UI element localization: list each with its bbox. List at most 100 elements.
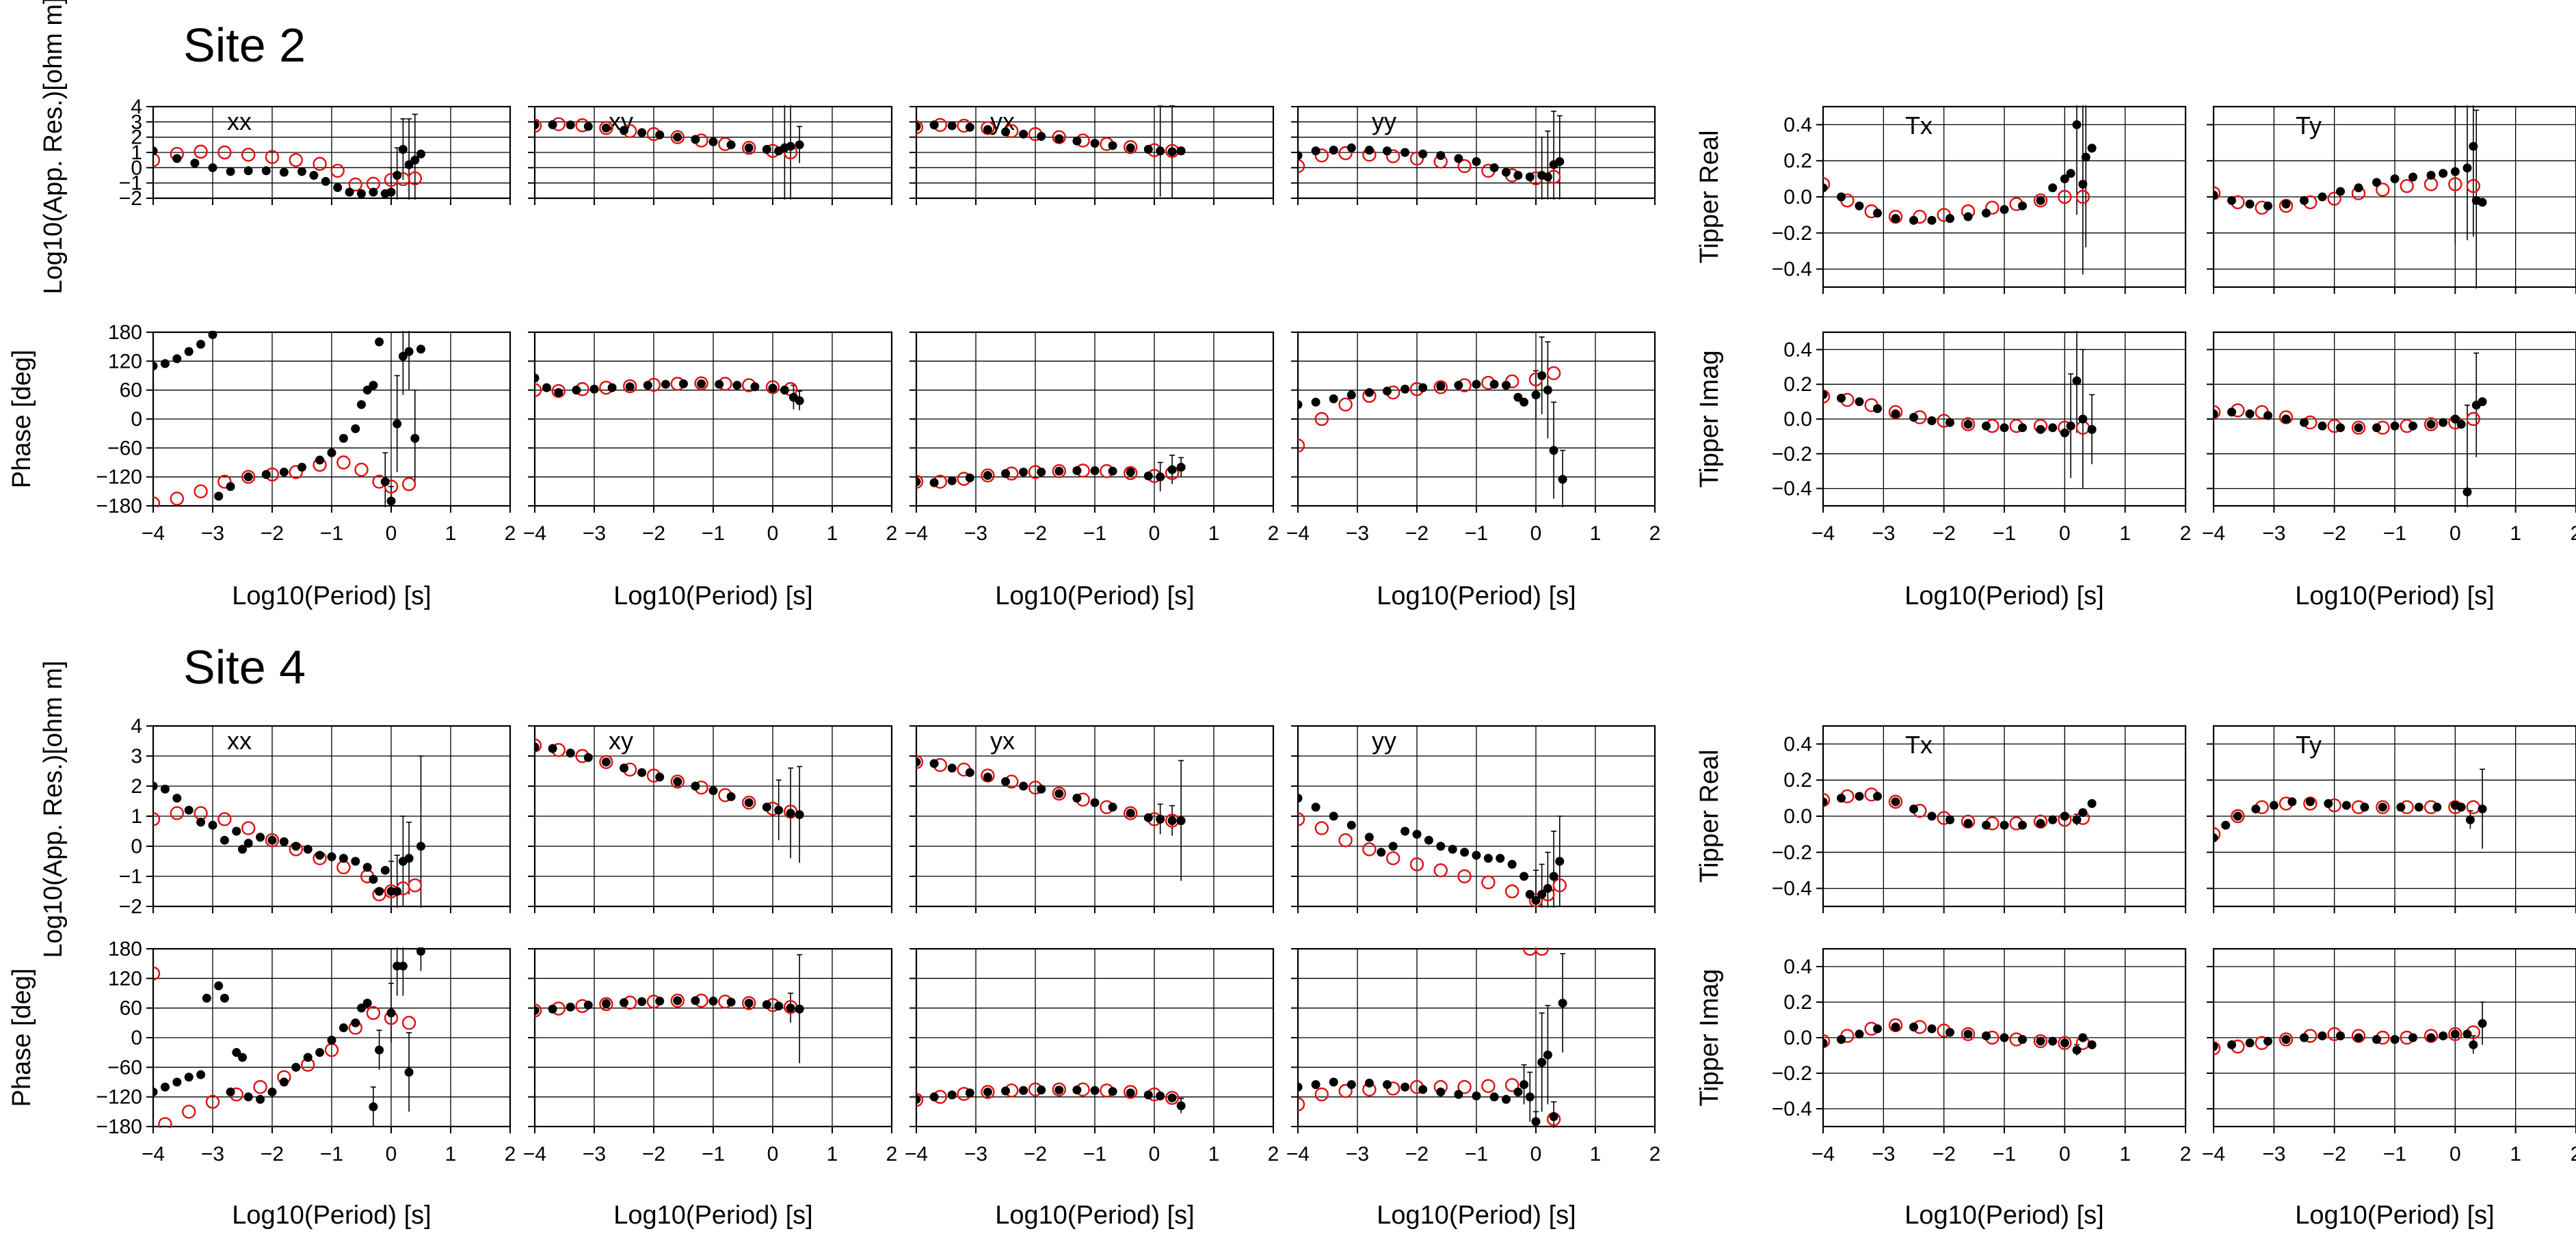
site-1-tim-Tx-marks bbox=[1823, 331, 2097, 489]
site-2-phase-xy-observed-point bbox=[673, 996, 682, 1006]
site-1-phase-yx-xtick-label: 1 bbox=[1208, 522, 1220, 545]
site-1-rho-yx-observed-point bbox=[1126, 143, 1135, 152]
site-1-rho-yx-observed-point bbox=[983, 125, 992, 134]
site-2-phase-yx-observed-point bbox=[1156, 1091, 1165, 1101]
site-1-tim-Ty-xtick-label: −3 bbox=[2262, 522, 2285, 545]
site-1-tim-Ty-model-point bbox=[2351, 420, 2366, 435]
site-1-phase-yx-model-point bbox=[1052, 464, 1067, 479]
site-1-tre-Ty-observed-point bbox=[2214, 190, 2218, 200]
site-1-tre-Tx-observed-point bbox=[1927, 215, 1937, 225]
site-2-rho-yx-observed-point bbox=[1143, 813, 1153, 822]
site-2-phase-yy-observed-point bbox=[1502, 1094, 1511, 1104]
site-2-phase-yy-observed-point bbox=[1436, 1087, 1446, 1096]
site-1-tim-Ty-xtick-label: −2 bbox=[2323, 522, 2346, 545]
site-1-phase-xx-xtick-label: 0 bbox=[386, 522, 397, 545]
site-2-rho-xy-observed-point bbox=[655, 772, 665, 782]
site-1-tre-Tx-observed-point bbox=[2048, 183, 2058, 193]
site-1-phase-xy-xtick-label: −2 bbox=[642, 522, 665, 545]
site-1-rho-yx-grid bbox=[916, 106, 1274, 199]
site-1-phase-yy-xtick-label: −1 bbox=[1465, 522, 1488, 545]
site-2-phase-yx-observed-point bbox=[947, 1090, 957, 1100]
site-1-tre-Tx-observed-point bbox=[2000, 204, 2009, 214]
site-1-rho-yy-observed-point bbox=[1525, 172, 1535, 182]
site-2-phase-xx-observed-point bbox=[362, 998, 372, 1008]
site-2-phase-xy-observed-point bbox=[795, 1004, 804, 1014]
site-1-phase-xx-marks bbox=[153, 331, 425, 507]
site-2-phase-yy-observed-point bbox=[1558, 998, 1567, 1008]
site-1-phase-xx-observed-point bbox=[375, 337, 384, 347]
site-1-phase-yy-observed-point bbox=[1502, 381, 1511, 390]
site-1-tre-Ty-observed-point bbox=[2263, 201, 2272, 211]
site-2-tim-Ty-observed-point bbox=[2408, 1033, 2417, 1042]
site-2-rho-xx-observed-point bbox=[160, 784, 170, 794]
site-1-tim-Ty-observed-point bbox=[2318, 421, 2327, 431]
site-2-phase-xx-xtick-label: −2 bbox=[261, 1143, 284, 1165]
site-2-tre-Tx-observed-point bbox=[2078, 808, 2088, 818]
site-1-tre-Tx-model-point bbox=[2033, 193, 2048, 208]
site-1-rho-xx-observed-point bbox=[321, 176, 330, 186]
site-1-rho-xx-ytick-label: 0 bbox=[131, 157, 142, 179]
site-1-phase-yx-xtick-label: 2 bbox=[1268, 522, 1279, 545]
site-2-rho-yy-observed-point bbox=[1531, 895, 1541, 905]
site-2-phase-xx-observed-point bbox=[327, 1036, 336, 1045]
site-2-rho-xx-observed-point bbox=[232, 826, 241, 836]
site-2-tre-Ty-marks bbox=[2214, 768, 2487, 849]
site-2-rho-yy-observed-point bbox=[1483, 854, 1493, 863]
site-1-rho-yx-observed-point bbox=[965, 122, 974, 132]
site-2-rho-xx-observed-point bbox=[369, 874, 378, 884]
site-1-phase-yx-observed-point bbox=[1037, 468, 1046, 477]
site-2-rho-xx-marks bbox=[153, 755, 425, 908]
site-2-phase-yx-model-point bbox=[916, 1092, 924, 1107]
site-1-tim-Ty-observed-point bbox=[2408, 421, 2417, 431]
site-1-phase-yx-observed-point bbox=[916, 477, 921, 487]
site-2-phase-yy-model-point bbox=[1481, 1079, 1496, 1093]
site-2-rho-yx: yx bbox=[909, 725, 1275, 913]
site-2-rho-yx-model-point bbox=[916, 755, 924, 769]
site-1-rho-xx-observed-point bbox=[279, 167, 289, 177]
site-2-rho-yy-model-point bbox=[1433, 863, 1448, 878]
site-2-rho-yy-observed-point bbox=[1448, 844, 1457, 854]
site-2-phase-xy-observed-point bbox=[535, 1006, 540, 1015]
site-2-tim-Tx-model-point bbox=[2033, 1034, 2048, 1049]
site-1-tre-Tx-observed-point bbox=[1946, 214, 1954, 224]
site-2-tim-Tx-xtick-label: −3 bbox=[1872, 1143, 1895, 1165]
site-1-phase-xx-observed-point bbox=[208, 331, 217, 340]
site-1-phase-xx-observed-point bbox=[226, 482, 235, 491]
site-2-tim-Ty-xtick-label: −2 bbox=[2323, 1143, 2346, 1165]
site-2-phase-xx-marks bbox=[153, 947, 425, 1128]
site-1-tim-Tx-observed-point bbox=[1873, 404, 1882, 414]
site-2-tre-Tx-observed-point bbox=[1909, 804, 1918, 813]
site-2-phase-yx-observed-point bbox=[916, 1094, 921, 1104]
site-1-tre-Tx-ytick-label: 0.4 bbox=[1783, 113, 1812, 136]
site-2-rho-xx-observed-point bbox=[375, 887, 384, 896]
site-2-phase-yy-observed-point bbox=[1531, 1117, 1541, 1127]
site-2-rho-yy-observed-point bbox=[1519, 872, 1529, 881]
site-1-phase-xy-model-point bbox=[535, 383, 542, 397]
site-2-rho-yy-observed-point bbox=[1424, 835, 1433, 845]
site-1-phase-xx-model-point bbox=[289, 465, 303, 479]
site-1-phase-yx-xtick-label: 0 bbox=[1149, 522, 1160, 545]
site-2-rho-yx-observed-point bbox=[1156, 814, 1165, 824]
site-1-phase-xy-observed-point bbox=[780, 386, 789, 395]
site-2-phase-yy-model-point bbox=[1338, 1083, 1353, 1099]
site-2-rho-xx-observed-point bbox=[267, 835, 277, 845]
site-2-tim-Ty-observed-point bbox=[2390, 1035, 2400, 1044]
site-1-tim-Tx-ytick-label: −0.4 bbox=[1772, 478, 1812, 500]
site-2-tre-Tx-observed-point bbox=[2018, 820, 2027, 830]
site-1-tre-Ty-observed-point bbox=[2354, 183, 2363, 193]
site-1-tim-Ty-xtick-label: −1 bbox=[2383, 522, 2406, 545]
site-2-rho-xx-observed-point bbox=[196, 818, 206, 827]
site-1-tre-Ty: Ty bbox=[2207, 105, 2576, 294]
site-2-phase-xx-model-point bbox=[153, 966, 161, 981]
site-2-rho-yx-observed-point bbox=[916, 757, 921, 767]
site-2-tim-Tx-observed-point bbox=[1927, 1024, 1937, 1034]
site-1-phase-xy-xtick-label: 1 bbox=[827, 522, 838, 545]
site-1-tim-Ty-observed-point bbox=[2354, 423, 2363, 433]
site-1-phase-xx-xtick-label: 1 bbox=[445, 522, 457, 545]
site-2-phase-xx-observed-point bbox=[153, 1087, 158, 1096]
site-2-phase-yx-observed-point bbox=[965, 1088, 974, 1098]
site-1-tre-Ty-observed-point bbox=[2426, 170, 2436, 180]
site-1-phase-yx-observed-point bbox=[1176, 463, 1186, 472]
site-1-rho-yx-observed-point bbox=[1019, 129, 1028, 139]
site-1-phase-xx-ytick-label: 180 bbox=[108, 321, 142, 344]
